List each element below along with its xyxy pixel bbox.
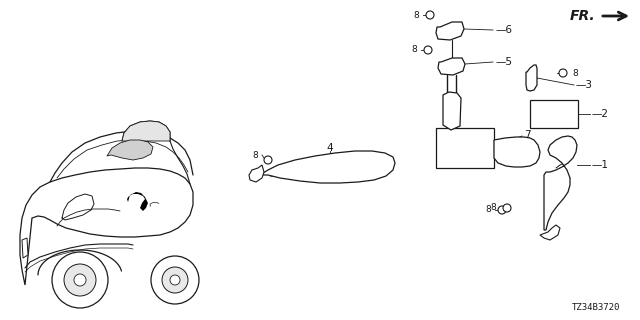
Text: 4: 4 [326, 143, 333, 153]
Circle shape [52, 252, 108, 308]
Polygon shape [22, 238, 28, 258]
Polygon shape [260, 151, 395, 183]
Circle shape [559, 69, 567, 77]
Polygon shape [107, 140, 153, 160]
Circle shape [498, 206, 506, 214]
Text: 8: 8 [412, 45, 417, 54]
Text: —5: —5 [495, 57, 512, 67]
Polygon shape [20, 168, 193, 285]
Text: —1: —1 [592, 160, 609, 170]
Polygon shape [526, 65, 537, 91]
Circle shape [64, 264, 96, 296]
Circle shape [503, 204, 511, 212]
Circle shape [424, 46, 432, 54]
Text: —2: —2 [592, 109, 609, 119]
Polygon shape [249, 165, 264, 182]
Circle shape [170, 275, 180, 285]
Text: 8: 8 [413, 11, 419, 20]
Text: FR.: FR. [570, 9, 595, 23]
FancyBboxPatch shape [530, 100, 578, 128]
Text: TZ34B3720: TZ34B3720 [572, 303, 620, 313]
Polygon shape [436, 22, 464, 40]
Text: 8: 8 [252, 150, 258, 159]
Text: 8: 8 [572, 68, 578, 77]
Polygon shape [438, 58, 465, 75]
Polygon shape [540, 225, 560, 240]
Polygon shape [494, 137, 540, 167]
Text: —6: —6 [495, 25, 512, 35]
Text: 7: 7 [524, 130, 531, 140]
Circle shape [162, 267, 188, 293]
Polygon shape [544, 136, 577, 230]
Circle shape [151, 256, 199, 304]
Polygon shape [122, 121, 170, 141]
FancyArrowPatch shape [603, 12, 626, 20]
FancyBboxPatch shape [436, 128, 494, 168]
Polygon shape [127, 192, 148, 211]
Circle shape [264, 156, 272, 164]
Polygon shape [443, 92, 461, 130]
Text: —3: —3 [576, 80, 593, 90]
Text: 8: 8 [490, 204, 496, 212]
Text: 8: 8 [485, 205, 491, 214]
Circle shape [426, 11, 434, 19]
Circle shape [74, 274, 86, 286]
